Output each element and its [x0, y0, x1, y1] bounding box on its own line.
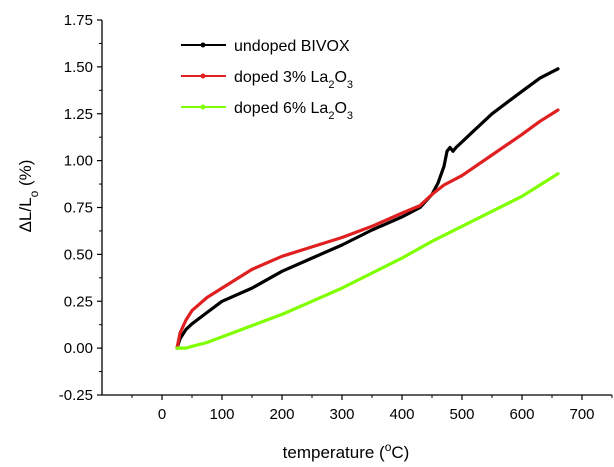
- y-axis-title: ΔL/Lo (%): [16, 160, 41, 233]
- x-tick-label: 500: [449, 406, 474, 423]
- y-tick-label: 1.75: [64, 12, 93, 29]
- legend: undoped BIVOX doped 3% La2O3 doped 6% La…: [181, 38, 353, 122]
- legend-label-doped-3-sub2: 3: [347, 79, 353, 91]
- x-tick-label: 300: [329, 406, 354, 423]
- legend-label-doped-3: doped 3% La2O3: [234, 69, 353, 91]
- x-axis-title: temperature (oC): [283, 440, 410, 462]
- legend-label-doped-6-main: doped 6% La: [234, 100, 328, 117]
- x-tick-label: 0: [158, 406, 166, 423]
- legend-label-doped-6: doped 6% La2O3: [234, 100, 353, 122]
- series-line-2: [175, 172, 560, 350]
- legend-label-doped-6-mid: O: [334, 100, 346, 117]
- series-layer: [175, 67, 560, 350]
- legend-label-doped-6-sub2: 3: [347, 110, 353, 122]
- x-tick-label: 700: [569, 406, 594, 423]
- y-axis-title-rest: (%): [16, 160, 35, 191]
- legend-marker-doped-3: [200, 73, 206, 79]
- series-line-1: [175, 108, 560, 350]
- legend-label-doped-3-mid: O: [334, 69, 346, 86]
- x-tick-label: 200: [269, 406, 294, 423]
- legend-item-doped-3: doped 3% La2O3: [181, 69, 353, 91]
- legend-label-doped-3-main: doped 3% La: [234, 69, 328, 86]
- axes: -0.25 0.00 0.25 0.50 0.75 1.00 1.25 1.50 1.75 0 10…: [59, 12, 613, 423]
- x-tick-label: 600: [509, 406, 534, 423]
- legend-marker-undoped: [200, 42, 206, 48]
- x-tick-label: 100: [209, 406, 234, 423]
- y-tick-label: 1.25: [64, 106, 93, 123]
- legend-item-undoped: undoped BIVOX: [181, 38, 350, 55]
- x-axis-title-main: temperature (: [283, 443, 385, 462]
- y-tick-label: 0.25: [64, 293, 93, 310]
- x-tick-label: 400: [389, 406, 414, 423]
- legend-label-doped-6-sub1: 2: [328, 110, 334, 122]
- legend-label-doped-3-sub1: 2: [328, 79, 334, 91]
- legend-marker-doped-6: [200, 104, 206, 110]
- x-axis-title-rest: C): [391, 443, 409, 462]
- legend-item-doped-6: doped 6% La2O3: [181, 100, 353, 122]
- y-tick-label: 0.75: [64, 200, 93, 217]
- y-tick-label: 1.00: [64, 153, 93, 170]
- y-tick-label: 0.50: [64, 246, 93, 263]
- y-tick-label: -0.25: [59, 387, 93, 404]
- legend-label-undoped: undoped BIVOX: [234, 38, 350, 55]
- y-axis-title-main: ΔL/L: [16, 197, 35, 232]
- x-axis-title-sup: o: [385, 440, 392, 454]
- y-axis-title-sub: o: [27, 190, 41, 197]
- y-tick-label: 1.50: [64, 59, 93, 76]
- y-tick-label: 0.00: [64, 340, 93, 357]
